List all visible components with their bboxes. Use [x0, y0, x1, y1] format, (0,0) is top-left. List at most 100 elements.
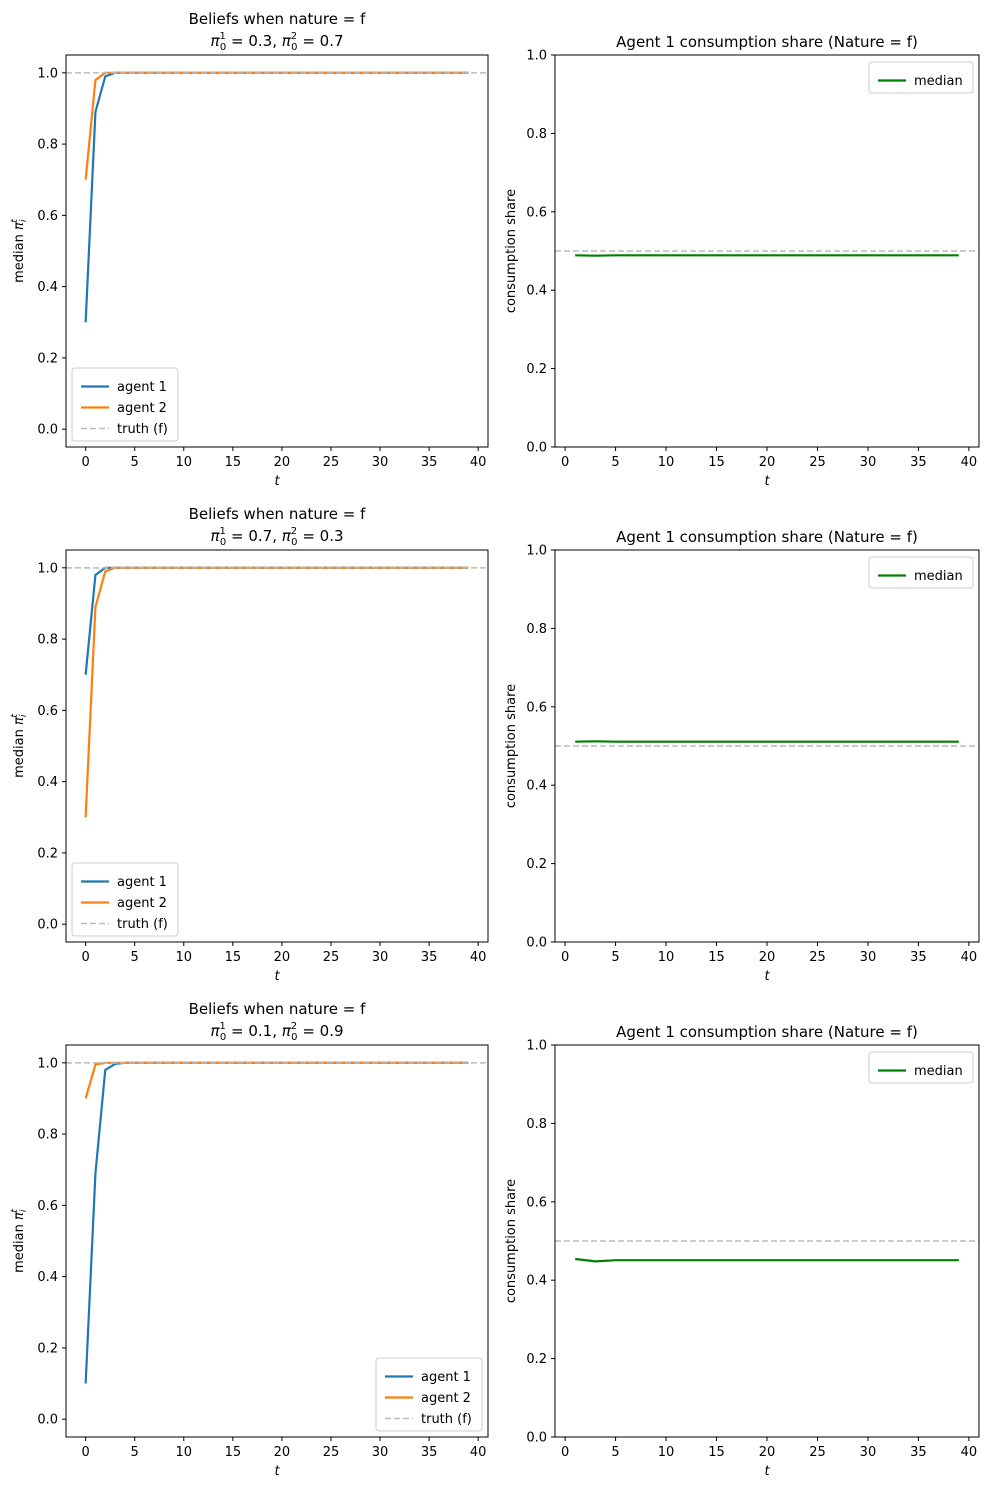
chart-subtitle: π1 0 = 0.7, π2 0 = 0.3	[210, 526, 343, 548]
y-tick-label: 0.6	[526, 205, 547, 220]
x-tick-label: 15	[225, 1445, 242, 1460]
y-tick-label: 0.8	[526, 622, 547, 637]
x-axis-label: t	[274, 1464, 280, 1479]
svg-text:median πit: median πit	[10, 714, 29, 778]
y-tick-label: 0.2	[37, 1341, 58, 1356]
x-tick-label: 15	[708, 455, 725, 470]
chart-title: Beliefs when nature = f	[189, 505, 366, 523]
x-tick-label: 20	[274, 1445, 291, 1460]
chart-title: Agent 1 consumption share (Nature = f)	[616, 33, 918, 51]
axes-frame	[65, 1044, 489, 1438]
y-tick-label: 0.2	[526, 362, 547, 377]
x-tick-label: 20	[759, 950, 776, 965]
y-tick-label: 0.8	[37, 1128, 58, 1143]
legend: agent 1 agent 2 truth (f)	[71, 862, 179, 937]
x-tick-label: 30	[860, 455, 877, 470]
x-tick-label: 5	[611, 950, 619, 965]
x-axis-label: t	[764, 474, 770, 489]
y-axis-label: consumption share	[504, 1179, 519, 1303]
y-tick-label: 1.0	[526, 1039, 547, 1054]
chart-subtitle: π1 0 = 0.1, π2 0 = 0.9	[210, 1021, 343, 1043]
y-axis-label: median πit	[10, 714, 29, 778]
x-tick-label: 5	[611, 455, 619, 470]
x-tick-label: 5	[131, 455, 139, 470]
y-tick-label: 0.4	[526, 1274, 547, 1289]
y-tick-label: 0.6	[37, 1199, 58, 1214]
x-tick-label: 15	[708, 950, 725, 965]
x-tick-label: 10	[175, 1445, 192, 1460]
x-tick-label: 10	[175, 950, 192, 965]
series-line-1	[84, 1061, 469, 1384]
subplot-1: 0 5 10 15 20 25 30 35 40 0.0 0.2 0.4 0.6 0.8 1.0 t media…	[10, 10, 489, 489]
legend-label: truth (f)	[421, 1412, 472, 1427]
x-tick-label: 20	[274, 455, 291, 470]
y-axis-label: median πit	[10, 219, 29, 283]
subplot-3: 0 5 10 15 20 25 30 35 40 0.0 0.2 0.4 0.6 0.8 1.0 t media…	[10, 505, 489, 984]
x-tick-label: 35	[421, 950, 438, 965]
x-tick-label: 25	[809, 455, 826, 470]
legend: agent 1 agent 2 truth (f)	[375, 1357, 483, 1432]
x-axis-label: t	[764, 969, 770, 984]
y-axis-label: consumption share	[504, 684, 519, 808]
y-tick-label: 0.4	[37, 775, 58, 790]
y-tick-label: 1.0	[526, 49, 547, 64]
y-tick-label: 0.2	[37, 846, 58, 861]
x-tick-label: 0	[81, 950, 89, 965]
legend: agent 1 agent 2 truth (f)	[71, 367, 179, 442]
x-tick-label: 25	[323, 950, 340, 965]
legend: median	[868, 1051, 974, 1084]
subplot-6: 0 5 10 15 20 25 30 35 40 0.0 0.2 0.4 0.6 0.8 1.0 t consu…	[504, 1023, 980, 1479]
y-tick-label: 0.0	[37, 1413, 58, 1428]
y-tick-label: 0.2	[37, 351, 58, 366]
legend: median	[868, 556, 974, 589]
x-tick-label: 10	[658, 455, 675, 470]
x-tick-label: 0	[561, 950, 569, 965]
y-axis-label: consumption share	[504, 189, 519, 313]
series-line-2	[84, 1061, 469, 1099]
y-axis-label: median πit	[10, 1209, 29, 1273]
y-tick-label: 1.0	[526, 544, 547, 559]
svg-text:consumption share: consumption share	[504, 1179, 519, 1303]
chart-subtitle: π1 0 = 0.3, π2 0 = 0.7	[210, 31, 343, 53]
legend-label: agent 1	[117, 380, 167, 395]
x-tick-label: 30	[372, 1445, 389, 1460]
series-line-1	[84, 566, 469, 675]
x-tick-label: 20	[759, 1445, 776, 1460]
x-tick-label: 35	[910, 455, 927, 470]
y-tick-label: 0.4	[526, 779, 547, 794]
y-tick-label: 1.0	[37, 561, 58, 576]
x-axis-label: t	[274, 969, 280, 984]
plot-area	[555, 250, 979, 257]
y-tick-label: 0.4	[37, 1270, 58, 1285]
svg-text:median πit: median πit	[10, 219, 29, 283]
y-tick-label: 0.6	[526, 700, 547, 715]
x-tick-label: 5	[611, 1445, 619, 1460]
y-tick-label: 0.6	[37, 209, 58, 224]
y-tick-label: 0.0	[37, 423, 58, 438]
x-tick-label: 40	[470, 455, 487, 470]
x-tick-label: 30	[372, 455, 389, 470]
svg-text:median πit: median πit	[10, 1209, 29, 1273]
axes-frame	[65, 549, 489, 943]
x-tick-label: 40	[470, 950, 487, 965]
y-tick-label: 0.4	[37, 280, 58, 295]
x-tick-label: 0	[81, 455, 89, 470]
x-tick-label: 0	[561, 455, 569, 470]
series-line-2	[84, 71, 469, 180]
x-tick-label: 25	[809, 1445, 826, 1460]
chart-title: Agent 1 consumption share (Nature = f)	[616, 528, 918, 546]
legend-label: median	[914, 1064, 963, 1079]
x-tick-label: 35	[910, 950, 927, 965]
subplot-4: 0 5 10 15 20 25 30 35 40 0.0 0.2 0.4 0.6 0.8 1.0 t consu…	[504, 528, 980, 984]
x-axis-label: t	[764, 1464, 770, 1479]
series-line-1	[575, 1257, 959, 1263]
plot-area	[66, 1061, 488, 1384]
x-tick-label: 30	[860, 1445, 877, 1460]
x-axis-label: t	[274, 474, 280, 489]
chart-title: Beliefs when nature = f	[189, 10, 366, 28]
legend-label: truth (f)	[117, 422, 168, 437]
y-tick-label: 0.8	[37, 138, 58, 153]
legend: median	[868, 61, 974, 94]
y-tick-label: 0.0	[526, 936, 547, 951]
